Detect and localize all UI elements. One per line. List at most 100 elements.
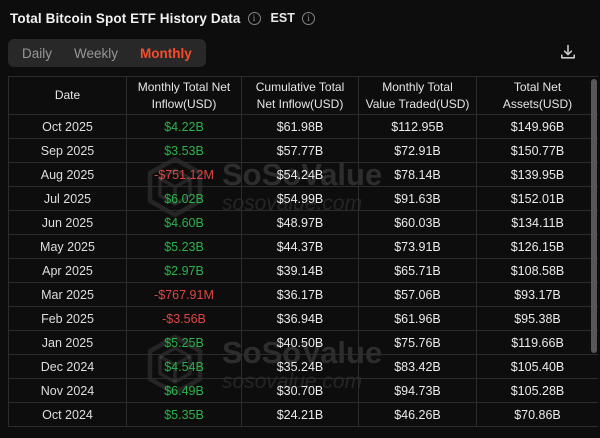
cumulative-cell: $57.77B — [241, 138, 359, 163]
table-row: Jun 2025 $4.60B $48.97B $60.03B $134.11B — [8, 210, 598, 235]
traded-cell: $83.42B — [358, 354, 477, 379]
assets-cell: $139.95B — [476, 162, 598, 187]
traded-cell: $78.14B — [358, 162, 477, 187]
inflow-cell: -$3.56B — [126, 306, 242, 331]
assets-cell: $105.28B — [476, 378, 598, 403]
date-cell: Jan 2025 — [8, 330, 127, 355]
title-info-icon[interactable]: i — [247, 11, 261, 25]
assets-cell: $134.11B — [476, 210, 598, 235]
date-cell: Dec 2024 — [8, 354, 127, 379]
timezone-info-icon[interactable]: i — [301, 11, 315, 25]
date-cell: Jul 2025 — [8, 186, 127, 211]
assets-cell: $95.38B — [476, 306, 598, 331]
inflow-cell: $5.25B — [126, 330, 242, 355]
cumulative-cell: $48.97B — [241, 210, 359, 235]
vertical-scrollbar[interactable] — [591, 79, 597, 353]
assets-cell: $108.58B — [476, 258, 598, 283]
cumulative-cell: $39.14B — [241, 258, 359, 283]
table-row: Apr 2025 $2.97B $39.14B $65.71B $108.58B — [8, 258, 598, 283]
traded-cell: $75.76B — [358, 330, 477, 355]
cumulative-cell: $54.24B — [241, 162, 359, 187]
tab-daily[interactable]: Daily — [22, 45, 53, 61]
cumulative-cell: $30.70B — [241, 378, 359, 403]
traded-cell: $112.95B — [358, 114, 477, 139]
table-row: Feb 2025 -$3.56B $36.94B $61.96B $95.38B — [8, 306, 598, 331]
inflow-cell: $6.49B — [126, 378, 242, 403]
date-cell: Mar 2025 — [8, 282, 127, 307]
inflow-cell: $3.53B — [126, 138, 242, 163]
column-header: Total Net Assets(USD) — [476, 76, 598, 115]
inflow-cell: $5.35B — [126, 402, 242, 427]
date-cell: Apr 2025 — [8, 258, 127, 283]
inflow-cell: $4.22B — [126, 114, 242, 139]
date-cell: Feb 2025 — [8, 306, 127, 331]
etf-history-table: Date Monthly Total Net Inflow(USD) Cumulat… — [8, 76, 598, 427]
cumulative-cell: $36.94B — [241, 306, 359, 331]
traded-cell: $65.71B — [358, 258, 477, 283]
page-title: Total Bitcoin Spot ETF History Data — [10, 10, 241, 26]
table-row: Oct 2024 $5.35B $24.21B $46.26B $70.86B — [8, 402, 598, 427]
date-cell: Oct 2025 — [8, 114, 127, 139]
cumulative-cell: $40.50B — [241, 330, 359, 355]
table-row: May 2025 $5.23B $44.37B $73.91B $126.15B — [8, 234, 598, 259]
date-cell: Jun 2025 — [8, 210, 127, 235]
traded-cell: $46.26B — [358, 402, 477, 427]
traded-cell: $73.91B — [358, 234, 477, 259]
date-cell: Nov 2024 — [8, 378, 127, 403]
download-button[interactable] — [557, 41, 579, 63]
inflow-cell: $4.60B — [126, 210, 242, 235]
assets-cell: $152.01B — [476, 186, 598, 211]
inflow-cell: $4.54B — [126, 354, 242, 379]
table-row: Dec 2024 $4.54B $35.24B $83.42B $105.40B — [8, 354, 598, 379]
inflow-cell: -$767.91M — [126, 282, 242, 307]
table-row: Sep 2025 $3.53B $57.77B $72.91B $150.77B — [8, 138, 598, 163]
inflow-cell: $2.97B — [126, 258, 242, 283]
timezone-label: EST — [270, 11, 295, 25]
traded-cell: $60.03B — [358, 210, 477, 235]
title-row: Total Bitcoin Spot ETF History Data i ES… — [10, 8, 590, 28]
assets-cell: $150.77B — [476, 138, 598, 163]
inflow-cell: $6.02B — [126, 186, 242, 211]
etf-history-table-wrap: Date Monthly Total Net Inflow(USD) Cumulat… — [8, 76, 598, 438]
table-body: Oct 2025 $4.22B $61.98B $112.95B $149.96B Sep… — [8, 114, 598, 427]
cumulative-cell: $36.17B — [241, 282, 359, 307]
assets-cell: $119.66B — [476, 330, 598, 355]
cumulative-cell: $54.99B — [241, 186, 359, 211]
tab-weekly[interactable]: Weekly — [74, 45, 119, 61]
download-icon — [561, 44, 575, 59]
traded-cell: $72.91B — [358, 138, 477, 163]
column-header: Cumulative Total Net Inflow(USD) — [241, 76, 359, 115]
cumulative-cell: $61.98B — [241, 114, 359, 139]
inflow-cell: $5.23B — [126, 234, 242, 259]
date-cell: Oct 2024 — [8, 402, 127, 427]
traded-cell: $91.63B — [358, 186, 477, 211]
traded-cell: $61.96B — [358, 306, 477, 331]
assets-cell: $105.40B — [476, 354, 598, 379]
date-cell: May 2025 — [8, 234, 127, 259]
table-header: Date Monthly Total Net Inflow(USD) Cumulat… — [8, 76, 598, 115]
assets-cell: $70.86B — [476, 402, 598, 427]
assets-cell: $126.15B — [476, 234, 598, 259]
assets-cell: $93.17B — [476, 282, 598, 307]
column-header: Monthly Total Net Inflow(USD) — [126, 76, 242, 115]
table-row: Nov 2024 $6.49B $30.70B $94.73B $105.28B — [8, 378, 598, 403]
table-row: Mar 2025 -$767.91M $36.17B $57.06B $93.17B — [8, 282, 598, 307]
table-row: Oct 2025 $4.22B $61.98B $112.95B $149.96B — [8, 114, 598, 139]
column-header: Date — [8, 76, 127, 115]
table-row: Jul 2025 $6.02B $54.99B $91.63B $152.01B — [8, 186, 598, 211]
inflow-cell: -$751.12M — [126, 162, 242, 187]
cumulative-cell: $44.37B — [241, 234, 359, 259]
table-row: Aug 2025 -$751.12M $54.24B $78.14B $139.95B — [8, 162, 598, 187]
traded-cell: $57.06B — [358, 282, 477, 307]
cumulative-cell: $35.24B — [241, 354, 359, 379]
traded-cell: $94.73B — [358, 378, 477, 403]
interval-tab-bar: Daily Weekly Monthly — [8, 39, 206, 67]
table-row: Jan 2025 $5.25B $40.50B $75.76B $119.66B — [8, 330, 598, 355]
column-header: Monthly Total Value Traded(USD) — [358, 76, 477, 115]
date-cell: Sep 2025 — [8, 138, 127, 163]
date-cell: Aug 2025 — [8, 162, 127, 187]
tab-monthly[interactable]: Monthly — [140, 45, 192, 61]
cumulative-cell: $24.21B — [241, 402, 359, 427]
assets-cell: $149.96B — [476, 114, 598, 139]
